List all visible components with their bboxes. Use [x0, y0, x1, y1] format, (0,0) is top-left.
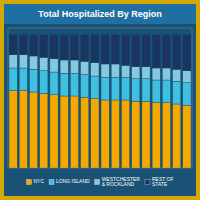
bar-segment [50, 59, 58, 72]
bar-segment [70, 73, 78, 96]
bar-segment [91, 35, 99, 63]
bar-segment [121, 35, 129, 66]
legend-item: NYC [26, 178, 44, 184]
legend-swatch [26, 180, 31, 185]
bars [9, 35, 191, 168]
bar-segment [29, 92, 37, 168]
legend-item: WESTCHESTER& ROCKLAND [95, 176, 141, 188]
bar-segment [9, 35, 17, 55]
legend-item: LONG ISLAND [49, 178, 90, 184]
bar-segment [29, 69, 37, 92]
bar-segment [142, 67, 150, 79]
bar-segment [101, 35, 109, 64]
legend-swatch [95, 180, 100, 185]
legend-swatch [49, 180, 54, 185]
bar-segment [173, 35, 181, 70]
bar-segment [29, 56, 37, 69]
bar-segment [173, 81, 181, 104]
bar-segment [142, 79, 150, 102]
bar-segment [142, 101, 150, 168]
bar-segment [132, 79, 140, 102]
bar-segment [91, 76, 99, 99]
bar-segment [60, 60, 68, 73]
bar-segment [70, 35, 78, 60]
bar-segment [121, 77, 129, 100]
bar-segment [121, 65, 129, 77]
bar-segment [162, 68, 170, 80]
bar-segment [162, 35, 170, 68]
bar-segment [40, 93, 48, 168]
bar-segment [173, 69, 181, 81]
bar-segment [60, 35, 68, 60]
bar-segment [50, 35, 58, 59]
legend-swatch [145, 180, 150, 185]
plot-frame [8, 28, 192, 168]
bar-segment [19, 91, 27, 168]
bar-segment [70, 96, 78, 168]
bar-segment [121, 100, 129, 168]
legend-label: WESTCHESTER& ROCKLAND [102, 176, 141, 188]
bar-segment [132, 101, 140, 168]
bar-segment [81, 97, 89, 168]
legend: NYC LONG ISLAND WESTCHESTER& ROCKLAND REST … [26, 176, 173, 188]
bar-segment [19, 35, 27, 55]
title: Total Hospitalized By Region [38, 9, 161, 19]
bar-segment [101, 64, 109, 77]
bar-segment [132, 67, 140, 79]
bar-segment [183, 35, 191, 71]
bar-segment [29, 35, 37, 56]
bar-segment [101, 77, 109, 100]
bar-segment [111, 77, 119, 100]
bar-segment [81, 35, 89, 62]
legend-label: REST OFSTATE [152, 176, 174, 188]
bar-segment [111, 64, 119, 77]
bar-segment [152, 68, 160, 80]
bar-segment [152, 103, 160, 168]
bar-segment [142, 35, 150, 67]
bar-segment [19, 68, 27, 91]
bar-segment [183, 83, 191, 106]
bar-segment [60, 73, 68, 96]
bar-segment [152, 80, 160, 103]
bar-segment [162, 103, 170, 168]
legend-item: REST OFSTATE [145, 176, 174, 188]
bar-segment [132, 35, 140, 67]
legend-label: NYC [33, 178, 44, 184]
bar-segment [152, 35, 160, 68]
bar-segment [19, 55, 27, 68]
bar-segment [81, 61, 89, 74]
bar-segment [111, 35, 119, 64]
bar-segment [9, 55, 17, 68]
bar-segment [40, 35, 48, 58]
bar-segment [101, 100, 109, 168]
bar-segment [60, 96, 68, 168]
bar-segment [50, 95, 58, 168]
bar-segment [9, 68, 17, 91]
bar-segment [9, 91, 17, 168]
bar-segment [111, 100, 119, 168]
bar-segment [40, 71, 48, 94]
background [4, 4, 196, 196]
bar-segment [173, 104, 181, 168]
bar-segment [40, 57, 48, 70]
bar-segment [183, 71, 191, 83]
chart: Total Hospitalized By Region NYC LONG ISLA… [0, 0, 200, 200]
bar-segment [91, 63, 99, 76]
bar-segment [162, 80, 170, 103]
bar-segment [50, 72, 58, 95]
bar-segment [183, 105, 191, 168]
bar-segment [91, 99, 99, 168]
bar-segment [81, 75, 89, 98]
legend-label: LONG ISLAND [56, 178, 90, 184]
bar-segment [70, 60, 78, 73]
title-band [4, 4, 196, 24]
